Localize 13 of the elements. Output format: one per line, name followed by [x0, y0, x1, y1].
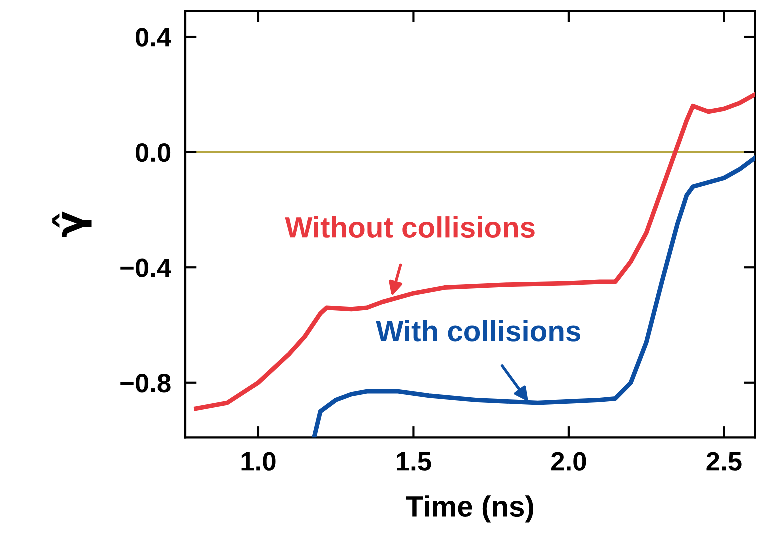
x-tick-label: 2.5	[706, 452, 742, 471]
x-tick-label: 2.0	[552, 452, 586, 471]
annotation: With collisions	[376, 320, 580, 342]
x-tick-label: 1.5	[397, 452, 432, 471]
annotation: Without collisions	[285, 216, 535, 238]
y-tick-label: −0.4	[120, 258, 172, 278]
line-series	[194, 92, 756, 412]
y-tick-label: 0.4	[136, 28, 172, 47]
y-tick-label: −0.8	[120, 374, 171, 393]
x-tick-label: 1.0	[242, 452, 276, 471]
x-axis-title: Time (ns)	[406, 496, 534, 523]
y-axis-title: γ̂	[52, 212, 92, 238]
y-tick-label: 0.0	[136, 143, 171, 162]
